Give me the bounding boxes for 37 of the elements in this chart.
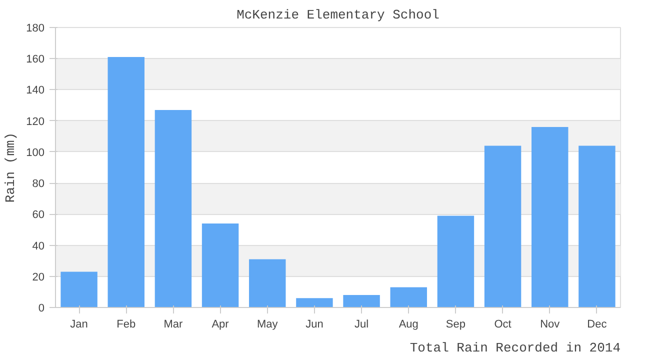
x-tick-label: Apr	[212, 318, 230, 330]
y-tick-label: 60	[32, 209, 45, 222]
x-tick-label: Sep	[446, 318, 466, 330]
bar	[390, 287, 427, 308]
bar	[578, 146, 616, 308]
x-tick-label: Oct	[494, 318, 512, 330]
x-tick-label: Feb	[116, 318, 136, 330]
bar	[108, 57, 144, 308]
bar	[60, 272, 98, 308]
x-tick-label: May	[256, 318, 278, 330]
bar	[296, 298, 333, 308]
chart-title: McKenzie Elementary School	[236, 8, 440, 22]
x-tick-label: Jan	[70, 318, 88, 330]
bar	[532, 127, 568, 308]
x-tick-label: Mar	[164, 318, 184, 330]
x-tick-label: Dec	[587, 318, 608, 330]
y-tick-label: 100	[26, 146, 45, 159]
y-tick-label: 20	[32, 271, 45, 284]
y-tick-label: 40	[32, 240, 45, 252]
text: Total Rain Recorded in 2014	[410, 340, 621, 356]
x-tick-label: Aug	[398, 318, 418, 330]
x-tick-label: Jun	[306, 318, 324, 330]
y-tick-label: 160	[26, 54, 45, 66]
y-tick-label: 80	[32, 178, 45, 190]
bar	[484, 146, 522, 308]
x-tick-label: Nov	[540, 318, 560, 330]
x-tick-label: Jul	[354, 318, 369, 330]
y-tick-label: 120	[26, 116, 45, 128]
bar	[154, 110, 192, 308]
y-tick-label: 0	[38, 302, 45, 314]
bar	[343, 295, 380, 308]
y-axis-title: Rain (mm)	[3, 132, 18, 203]
bar	[437, 216, 474, 308]
bar	[249, 259, 286, 308]
y-tick-label: 180	[26, 22, 45, 34]
bar	[202, 224, 239, 308]
y-tick-label: 140	[26, 84, 45, 97]
